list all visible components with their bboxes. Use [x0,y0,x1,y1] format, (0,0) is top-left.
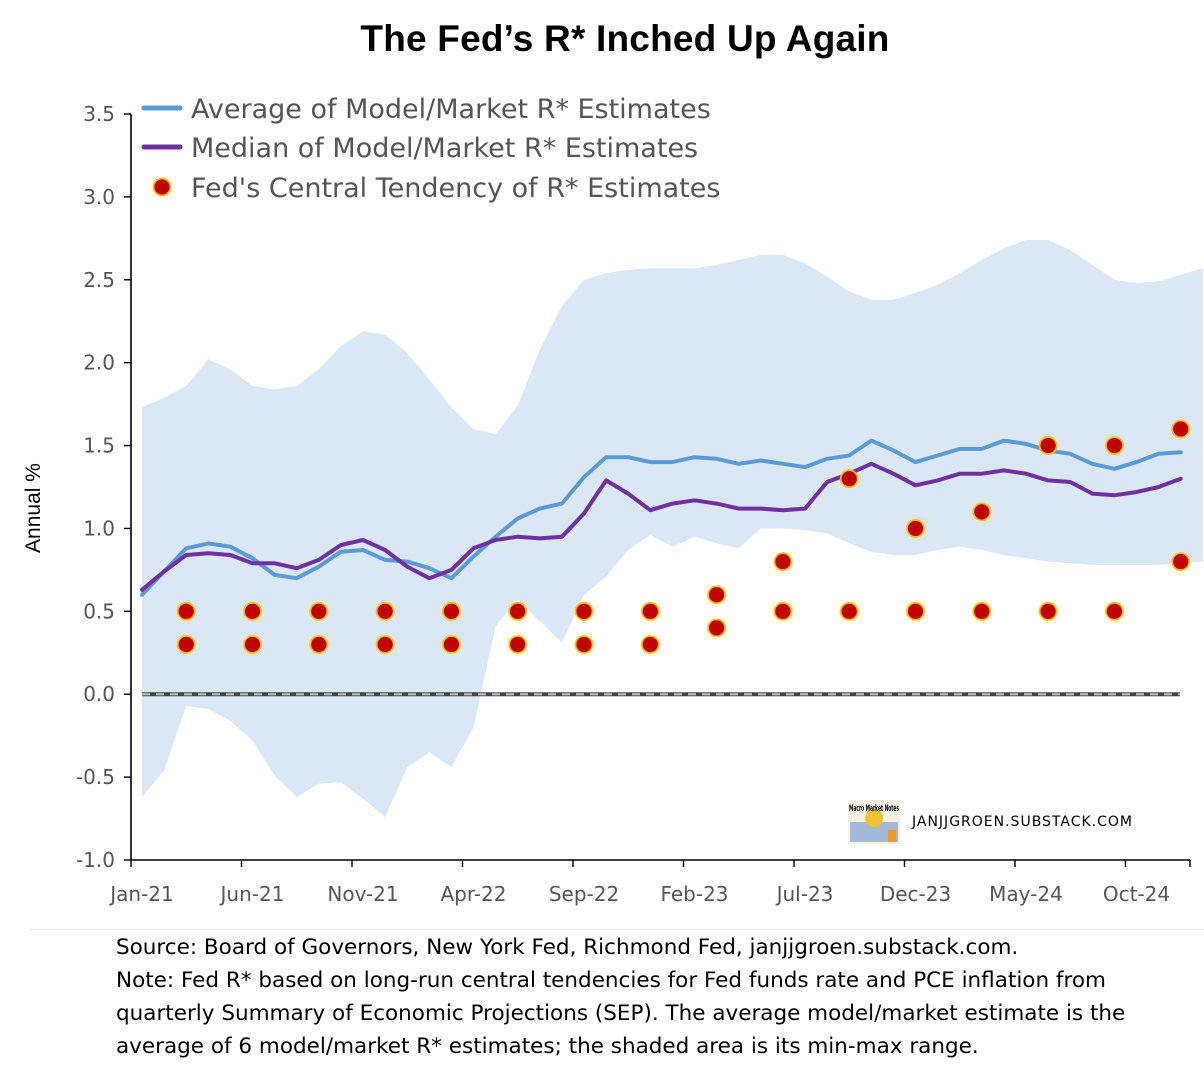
logo-site-text: JANJJGROEN.SUBSTACK.COM [911,814,1133,830]
central-tendency-dot [309,635,329,654]
y-tick-label: -0.5 [76,765,115,789]
x-tick-label: Jul-23 [775,882,834,906]
y-tick-label: 1.5 [83,434,115,458]
series-lines-layer [140,438,1183,597]
central-tendency-dot [1038,436,1058,455]
central-tendency-dot [839,601,859,621]
y-axis-label: Annual % [22,463,45,553]
logo-bar [888,830,896,842]
x-tick-label: Apr-22 [441,882,507,906]
central-tendency-dot [906,601,925,621]
y-tick-label: 0.0 [83,682,115,706]
central-tendency-dot [375,635,395,654]
x-tick-label: Nov-21 [327,882,398,906]
central-tendency-dot [773,552,793,571]
central-tendency-dot [839,469,859,489]
chart-title: The Fed’s R* Inched Up Again [360,18,890,59]
central-tendency-dot [707,585,726,605]
x-tick-label: Feb-23 [660,882,728,906]
legend-swatch-dot [152,177,172,197]
central-tendency-dot [441,601,461,621]
central-tendency-dot [574,601,594,621]
central-tendency-dot [375,601,395,621]
legend-label: Median of Model/Market R* Estimates [191,133,698,164]
range-band-layer [142,240,1203,817]
central-tendency-dot [1171,552,1191,571]
central-tendency-dot [972,502,992,522]
central-tendency-dot [1105,601,1124,621]
central-tendency-dot [243,601,262,621]
central-tendency-dot [707,618,726,638]
x-tick-label: Jun-21 [219,882,285,906]
x-tick-label: Sep-22 [549,882,619,906]
central-tendency-dot [508,601,528,621]
logo-badge: Macro Market Notes JANJJGROEN.SUBSTACK.C… [848,800,1133,844]
central-tendency-dot [1105,436,1124,455]
dots-layer [176,419,1191,654]
logo-sun [865,809,883,827]
x-tick-label: May-24 [989,882,1063,906]
central-tendency-dot [176,601,196,621]
central-tendency-dot [1038,601,1058,621]
central-tendency-dot [243,635,262,654]
methodology-note: Note: Fed R* based on long-run central t… [116,968,1126,1059]
axes-layer: 3.5 3.0 2.5 2.0 1.5 1.0 0.5 0.0 -0.5 -1.0 Jan-21 Ju… [76,102,1191,906]
y-tick-label: 1.0 [83,516,115,540]
legend-label: Fed's Central Tendency of R* Estimates [191,173,720,204]
notes: Source: Board of Governors, New York Fed… [116,931,1196,1063]
min-max-range-band [142,240,1203,817]
y-tick-label: 3.0 [83,185,115,209]
y-tick-label: 2.0 [83,351,115,375]
source-note: Source: Board of Governors, New York Fed… [116,935,1019,960]
x-tick-label: Dec-23 [880,882,951,906]
logo-wordmark: Macro Market Notes [849,804,899,814]
legend: Average of Model/Market R* Estimates Medi… [141,94,720,204]
central-tendency-dot [441,635,461,654]
central-tendency-dot [574,635,594,654]
legend-label: Average of Model/Market R* Estimates [191,94,711,125]
divider [30,929,1204,930]
central-tendency-dot [1171,419,1191,439]
central-tendency-dot [176,635,196,654]
y-tick-label: 0.5 [83,599,115,623]
x-tick-label: Oct-24 [1103,882,1170,906]
logo-figures [850,822,898,842]
y-tick-label: 2.5 [83,268,115,292]
central-tendency-dot [906,519,925,538]
median-series-line [140,461,1183,592]
central-tendency-dot [972,601,992,621]
y-tick-label: -1.0 [76,848,115,872]
central-tendency-dot [309,601,329,621]
x-tick-label: Jan-21 [108,882,174,906]
central-tendency-dot [508,635,528,654]
central-tendency-dot [640,635,660,654]
chart-area: 3.5 3.0 2.5 2.0 1.5 1.0 0.5 0.0 -0.5 -1.0 Jan-21 Ju… [22,94,1203,906]
central-tendency-dot [640,601,660,621]
average-series-line [140,438,1183,597]
y-tick-label: 3.5 [83,102,115,126]
central-tendency-dot [773,601,793,621]
